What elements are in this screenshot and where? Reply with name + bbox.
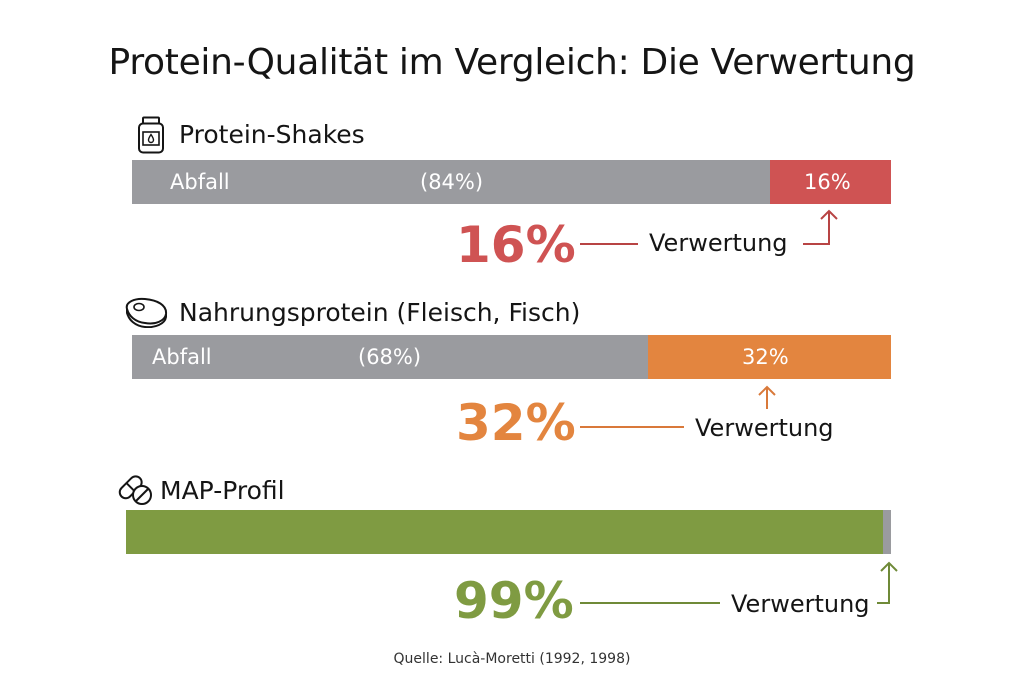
- bar-segment-utilization: [126, 510, 884, 554]
- chart-title: Protein-Qualität im Vergleich: Die Verwe…: [108, 42, 916, 83]
- big-percent-protein-shakes: 16%: [456, 216, 576, 274]
- waste-label: Abfall: [170, 170, 230, 194]
- waste-percent-label: (68%): [358, 345, 422, 369]
- pills-icon: [118, 475, 152, 505]
- utilization-percent-label: 32%: [742, 345, 789, 369]
- bar-map-profil: [126, 510, 891, 554]
- utilization-text-map-profil: Verwertung: [731, 590, 870, 618]
- waste-percent-label: (84%): [420, 170, 484, 194]
- bar-segment-waste: [132, 335, 649, 379]
- bar-segment-waste: [883, 510, 891, 554]
- steak-icon: [125, 297, 168, 328]
- bar-protein-shakes: Abfall (84%) 16%: [132, 160, 891, 204]
- bar-segment-utilization: [648, 335, 891, 379]
- row-title-nahrungsprotein: Nahrungsprotein (Fleisch, Fisch): [179, 298, 581, 327]
- row-title-protein-shakes: Protein-Shakes: [179, 120, 365, 149]
- protein-jar-icon: [138, 116, 164, 154]
- bar-segment-utilization: [769, 160, 891, 204]
- waste-label: Abfall: [152, 345, 212, 369]
- bar-nahrungsprotein: Abfall (68%) 32%: [132, 335, 891, 379]
- utilization-text-protein-shakes: Verwertung: [649, 229, 788, 257]
- big-percent-nahrungsprotein: 32%: [456, 394, 576, 452]
- utilization-text-nahrungsprotein: Verwertung: [695, 414, 834, 442]
- row-title-map-profil: MAP-Profil: [160, 476, 285, 505]
- big-percent-map-profil: 99%: [454, 572, 574, 630]
- bar-segment-waste: [132, 160, 770, 204]
- utilization-percent-label: 16%: [804, 170, 851, 194]
- source-note: Quelle: Lucà-Moretti (1992, 1998): [393, 651, 631, 667]
